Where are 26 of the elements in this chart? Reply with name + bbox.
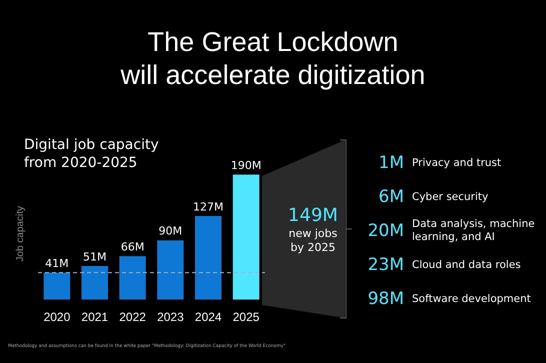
x-tick-label: 2023	[157, 310, 184, 324]
x-tick-label: 2021	[81, 310, 108, 324]
bar	[195, 216, 222, 300]
data-label: 90M	[158, 224, 182, 238]
x-tick-label: 2022	[119, 310, 146, 324]
bar	[232, 174, 260, 300]
data-label: 190M	[230, 158, 262, 172]
x-tick-label: 2020	[44, 310, 71, 324]
chart-title: The Great Lockdown will accelerate digitization	[120, 26, 426, 92]
text: 6M Cyber security	[378, 187, 488, 207]
data-label: 66M	[120, 240, 144, 254]
text: 1M Privacy and trust	[378, 153, 502, 173]
data-label: 51M	[83, 250, 106, 264]
x-tick-label: 2024	[194, 310, 222, 324]
y-axis-title: Job capacity	[14, 206, 26, 262]
text: 149M new jobs by 2025	[287, 205, 339, 255]
data-label: 41M	[45, 256, 69, 270]
bar	[157, 240, 184, 300]
bar	[119, 256, 146, 300]
data-label: 127M	[193, 200, 224, 214]
bar	[44, 272, 70, 300]
text: 98M Software development	[366, 289, 531, 309]
bar	[82, 266, 108, 300]
text: 23M Cloud and data roles	[366, 255, 521, 275]
chart-subtitle: Digital job capacity from 2020-2025	[24, 136, 159, 172]
x-tick-label: 2025	[232, 310, 260, 324]
